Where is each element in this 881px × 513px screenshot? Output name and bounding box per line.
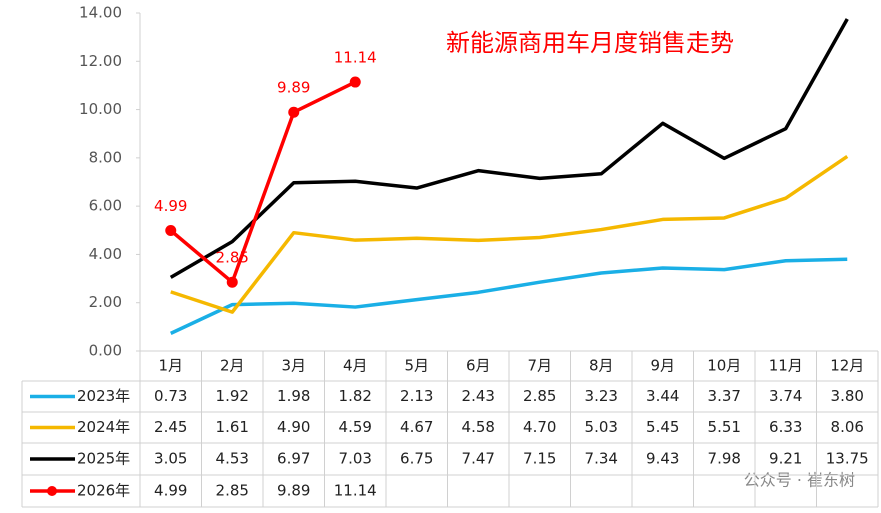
y-tick-label: 2.00 bbox=[89, 293, 122, 311]
table-cell: 3.74 bbox=[769, 387, 802, 405]
x-tick-label: 5月 bbox=[404, 357, 429, 375]
table-cell: 4.53 bbox=[216, 450, 249, 468]
x-tick-label: 12月 bbox=[830, 357, 864, 375]
y-tick-label: 0.00 bbox=[89, 342, 122, 360]
series-line bbox=[169, 18, 849, 279]
table-cell: 9.43 bbox=[646, 450, 679, 468]
x-tick-label: 4月 bbox=[343, 357, 368, 375]
table-cell: 2.43 bbox=[462, 387, 495, 405]
series-line bbox=[170, 154, 849, 314]
data-label: 9.89 bbox=[277, 79, 310, 97]
x-tick-label: 11月 bbox=[769, 357, 803, 375]
series-line bbox=[169, 80, 357, 284]
table-cell: 1.82 bbox=[339, 387, 372, 405]
series-marker bbox=[288, 106, 300, 118]
legend-label: 2023年 bbox=[77, 387, 130, 405]
x-tick-label: 1月 bbox=[158, 357, 183, 375]
table-cell: 8.06 bbox=[831, 418, 864, 436]
y-tick-label: 10.00 bbox=[79, 100, 122, 118]
table-cell: 7.98 bbox=[708, 450, 741, 468]
chart-title: 新能源商用车月度销售走势 bbox=[446, 29, 734, 57]
y-tick-label: 12.00 bbox=[79, 52, 122, 70]
series-marker bbox=[165, 225, 177, 237]
table-cell: 7.03 bbox=[339, 450, 372, 468]
series-marker bbox=[226, 276, 238, 288]
table-cell: 6.97 bbox=[277, 450, 310, 468]
table-cell: 4.58 bbox=[462, 418, 495, 436]
table-cell: 1.61 bbox=[216, 418, 249, 436]
legend-marker bbox=[47, 486, 57, 496]
x-tick-label: 10月 bbox=[707, 357, 741, 375]
table-cell: 3.05 bbox=[154, 450, 187, 468]
series-marker bbox=[349, 76, 361, 88]
table-cell: 3.80 bbox=[831, 387, 864, 405]
table-cell: 7.15 bbox=[523, 450, 556, 468]
x-tick-label: 3月 bbox=[281, 357, 306, 375]
table-cell: 0.73 bbox=[154, 387, 187, 405]
table-cell: 1.92 bbox=[216, 387, 249, 405]
table-cell: 2.85 bbox=[216, 482, 249, 500]
x-tick-label: 2月 bbox=[220, 357, 245, 375]
table-cell: 4.90 bbox=[277, 418, 310, 436]
data-label: 11.14 bbox=[334, 49, 377, 67]
table-cell: 5.03 bbox=[585, 418, 618, 436]
legend-label: 2024年 bbox=[77, 418, 130, 436]
table-cell: 4.99 bbox=[154, 482, 187, 500]
table-cell: 3.23 bbox=[585, 387, 618, 405]
table-cell: 11.14 bbox=[334, 482, 377, 500]
table-cell: 2.45 bbox=[154, 418, 187, 436]
watermark: 公众号 · 崔东树 bbox=[744, 471, 855, 490]
table-cell: 6.33 bbox=[769, 418, 802, 436]
x-tick-label: 7月 bbox=[527, 357, 552, 375]
x-tick-label: 8月 bbox=[589, 357, 614, 375]
x-tick-label: 9月 bbox=[650, 357, 675, 375]
x-tick-label: 6月 bbox=[466, 357, 491, 375]
data-label: 2.85 bbox=[216, 249, 249, 267]
table-cell: 9.21 bbox=[769, 450, 802, 468]
table-cell: 9.89 bbox=[277, 482, 310, 500]
table-cell: 5.51 bbox=[708, 418, 741, 436]
table-cell: 3.44 bbox=[646, 387, 679, 405]
legend-label: 2025年 bbox=[77, 450, 130, 468]
table-cell: 2.85 bbox=[523, 387, 556, 405]
table-cell: 2.13 bbox=[400, 387, 433, 405]
table-cell: 4.67 bbox=[400, 418, 433, 436]
series-line bbox=[170, 257, 848, 335]
table-cell: 13.75 bbox=[826, 450, 869, 468]
table-cell: 7.34 bbox=[585, 450, 618, 468]
y-tick-label: 14.00 bbox=[79, 4, 122, 22]
y-tick-label: 4.00 bbox=[89, 245, 122, 263]
table-cell: 7.47 bbox=[462, 450, 495, 468]
table-cell: 3.37 bbox=[708, 387, 741, 405]
table-cell: 6.75 bbox=[400, 450, 433, 468]
table-cell: 5.45 bbox=[646, 418, 679, 436]
y-tick-label: 8.00 bbox=[89, 148, 122, 166]
y-tick-label: 6.00 bbox=[89, 197, 122, 215]
table-cell: 4.59 bbox=[339, 418, 372, 436]
table-cell: 1.98 bbox=[277, 387, 310, 405]
data-label: 4.99 bbox=[154, 197, 187, 215]
table-cell: 4.70 bbox=[523, 418, 556, 436]
legend-label: 2026年 bbox=[77, 482, 130, 500]
